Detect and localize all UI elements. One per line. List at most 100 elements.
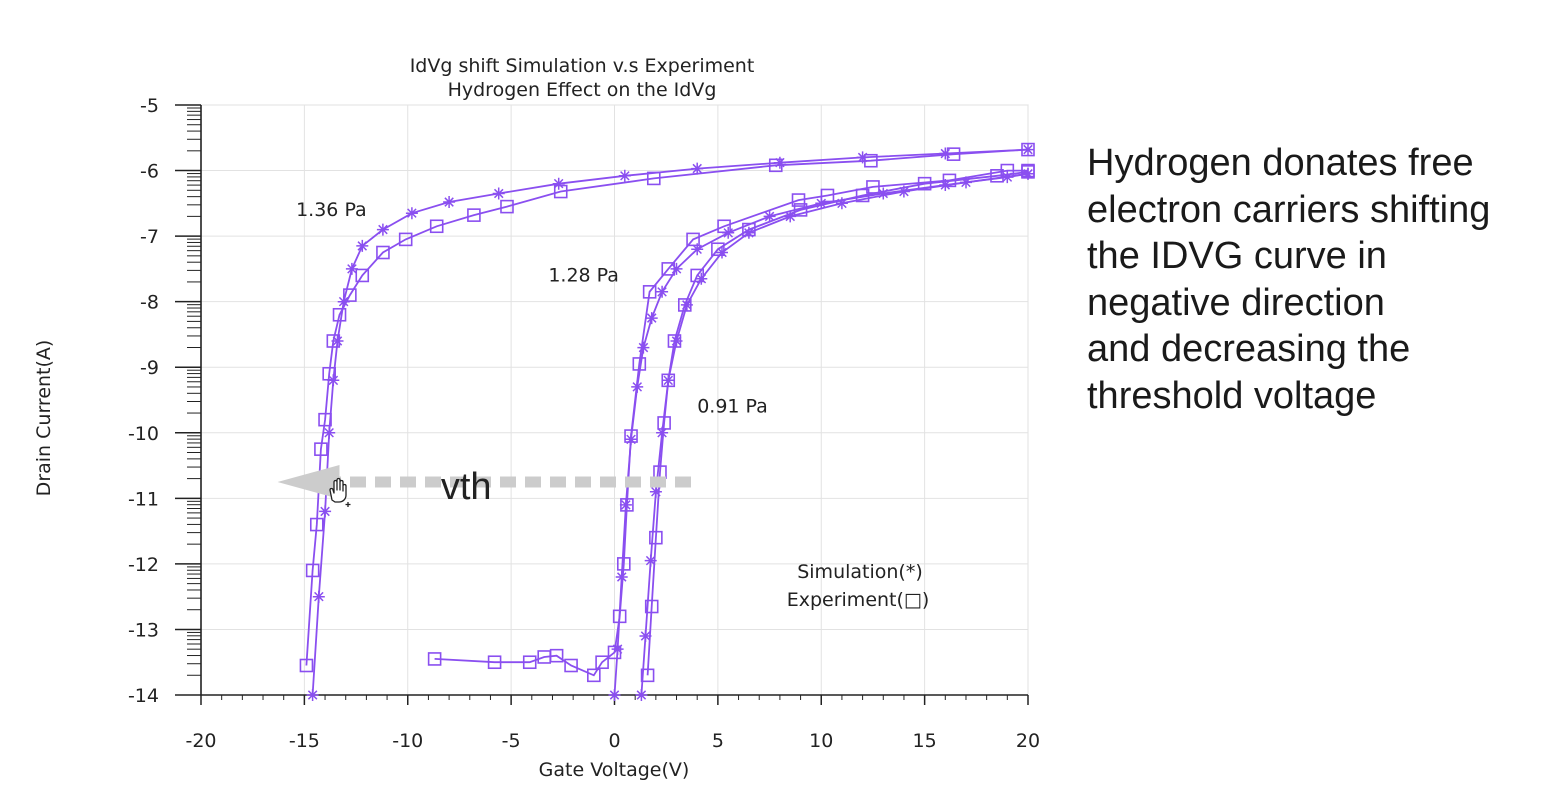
pressure-label: 1.36 Pa	[296, 199, 367, 221]
series-line	[646, 171, 1029, 676]
simulation-point	[323, 426, 336, 439]
experiment-point	[632, 357, 647, 371]
experiment-point	[487, 655, 502, 670]
experiment-point	[522, 655, 537, 670]
legend-experiment: Experiment(□)	[787, 589, 930, 611]
experiment-point	[642, 285, 657, 299]
experiment-point	[793, 203, 808, 217]
x-tick-label: -15	[289, 730, 320, 752]
experiment-point	[314, 442, 328, 456]
y-tick-label: -14	[128, 685, 159, 707]
y-tick-label: -10	[128, 423, 159, 445]
simulation-point	[619, 498, 632, 511]
series-line	[311, 148, 1029, 696]
experiment-point	[917, 176, 932, 191]
simulation-point	[670, 335, 683, 347]
pressure-label: 1.28 Pa	[548, 264, 619, 286]
experiment-point	[677, 298, 692, 312]
experiment-point	[690, 268, 705, 283]
experiment-point	[946, 147, 961, 161]
simulation-point	[1022, 167, 1034, 180]
vth-label: vth	[441, 466, 492, 508]
side-text-line: Hydrogen donates free	[1087, 142, 1474, 184]
axes: -20 -15 -10 -5 0 5 10 15 20 -5 -6 -7 -8 -9 -10 -11 -12 -1…	[128, 95, 1040, 752]
experiment-point	[646, 171, 661, 186]
pressure-label: 0.91 Pa	[697, 396, 768, 418]
simulation-point	[331, 335, 344, 347]
series-group	[299, 142, 1035, 701]
simulation-point	[763, 210, 776, 223]
simulation-point	[877, 187, 890, 200]
experiment-point	[309, 517, 324, 532]
experiment-point	[343, 288, 357, 302]
experiment-point	[617, 557, 631, 571]
vth-arrow-head	[277, 464, 340, 499]
experiment-point	[1021, 142, 1035, 157]
simulation-point	[784, 210, 797, 223]
series-5	[640, 165, 1035, 683]
y-tick-label: -8	[140, 292, 159, 314]
experiment-point	[467, 208, 481, 222]
experiment-point	[990, 169, 1004, 183]
experiment-point	[711, 242, 725, 257]
experiment-point	[587, 668, 601, 683]
experiment-point	[686, 232, 700, 247]
experiment-point	[305, 563, 320, 578]
simulation-point	[716, 246, 728, 259]
side-text-line: the IDVG curve in	[1087, 235, 1387, 277]
chart-text: IdVg shift Simulation v.s Experiment Hyd…	[33, 55, 929, 781]
simulation-point	[306, 689, 319, 701]
experiment-point	[398, 232, 413, 247]
experiment-point	[595, 655, 609, 670]
simulation-point	[356, 239, 369, 252]
simulation-point	[835, 197, 848, 210]
experiment-point	[564, 658, 578, 673]
experiment-point	[318, 412, 332, 427]
y-tick-label: -7	[140, 226, 159, 248]
experiment-point	[549, 648, 564, 663]
x-tick-label: 15	[913, 730, 937, 752]
experiment-point	[864, 153, 878, 168]
experiment-point	[661, 262, 676, 276]
experiment-point	[500, 199, 514, 214]
experiment-point	[553, 184, 568, 199]
hand-cursor-icon	[329, 477, 351, 507]
simulation-point	[405, 207, 418, 220]
side-text-block: Hydrogen donates free electron carriers …	[1087, 140, 1542, 419]
experiment-point	[607, 645, 622, 660]
y-tick-label: -9	[140, 357, 159, 379]
vth-arrow	[277, 464, 691, 499]
simulation-point	[691, 162, 704, 175]
simulation-point	[443, 196, 456, 208]
experiment-point	[644, 599, 659, 614]
simulation-point	[608, 689, 621, 701]
experiment-point	[717, 219, 731, 234]
series-1	[299, 142, 1035, 673]
chart-title-line-1: IdVg shift Simulation v.s Experiment	[410, 55, 755, 77]
series-line	[640, 172, 1029, 696]
x-tick-label: -5	[502, 730, 521, 752]
experiment-point	[820, 188, 835, 203]
experiment-point	[355, 268, 370, 283]
x-tick-label: 0	[608, 730, 620, 752]
simulation-point	[773, 156, 786, 169]
experiment-point	[855, 188, 870, 203]
experiment-point	[640, 668, 655, 683]
y-axis-label: Drain Current(A)	[33, 340, 55, 497]
series-line	[613, 172, 1029, 696]
simulation-point	[552, 177, 565, 190]
simulation-point	[742, 226, 755, 239]
simulation-point	[635, 689, 648, 701]
experiment-point	[612, 609, 627, 624]
y-tick-label: -6	[140, 161, 159, 183]
simulation-point	[637, 341, 650, 354]
simulation-point	[345, 262, 358, 275]
x-tick-label: -20	[185, 730, 216, 752]
experiment-point	[326, 334, 341, 348]
simulation-point	[611, 643, 624, 656]
experiment-point	[427, 652, 442, 666]
experiment-point	[322, 366, 336, 381]
simulation-point	[897, 185, 910, 198]
simulation-point	[691, 243, 704, 256]
